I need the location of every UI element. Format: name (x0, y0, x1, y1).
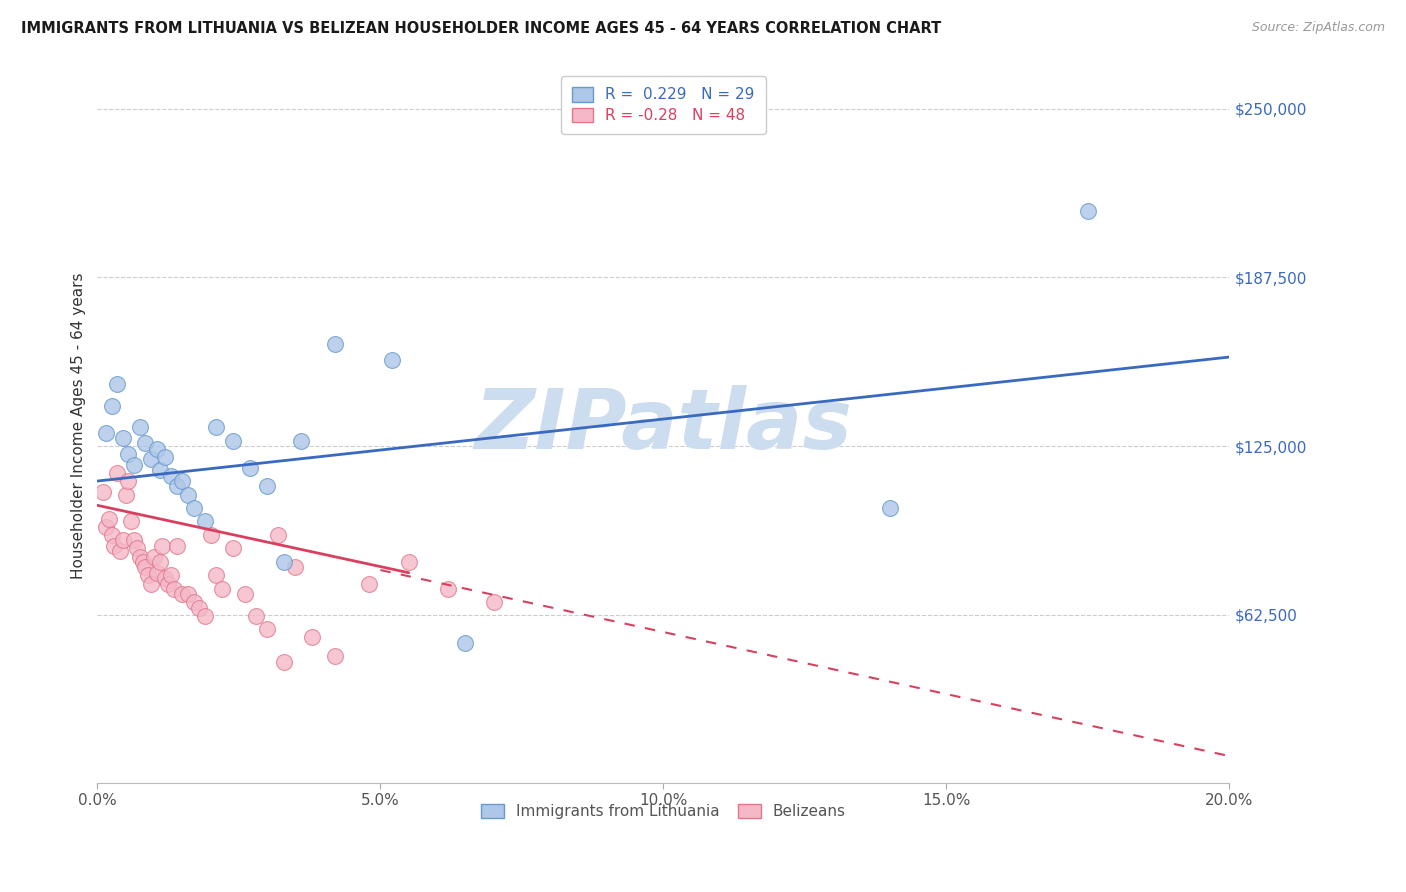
Point (301, 631, 323, 645)
Point (111, 533, 134, 548)
Point (125, 541, 148, 556)
Point (149, 555, 172, 569)
Point (128, 549, 150, 564)
Point (139, 576, 162, 591)
Point (172, 587, 194, 601)
Point (194, 608, 217, 623)
Point (188, 600, 211, 615)
Point (103, 539, 125, 553)
Point (381, 352, 404, 367)
Point (134, 436, 156, 450)
Point (128, 420, 150, 434)
Point (100, 399, 122, 413)
Text: IMMIGRANTS FROM LITHUANIA VS BELIZEAN HOUSEHOLDER INCOME AGES 45 - 64 YEARS CORR: IMMIGRANTS FROM LITHUANIA VS BELIZEAN HO… (21, 21, 942, 36)
Point (120, 515, 142, 529)
Point (239, 460, 262, 475)
Point (879, 501, 901, 516)
Point (131, 555, 153, 569)
Point (245, 608, 267, 623)
Point (273, 655, 295, 669)
Point (205, 568, 228, 582)
Point (146, 566, 169, 580)
Point (194, 515, 217, 529)
Point (398, 555, 420, 569)
Point (139, 452, 162, 467)
Point (152, 539, 174, 553)
Point (437, 582, 460, 596)
Point (284, 560, 307, 574)
Point (142, 549, 165, 564)
Point (1077, 204, 1099, 219)
Point (100, 528, 122, 542)
Point (267, 528, 290, 542)
Point (163, 582, 186, 596)
Point (205, 420, 228, 434)
Point (273, 555, 295, 569)
Point (323, 336, 346, 351)
Point (149, 463, 172, 477)
Point (122, 533, 145, 548)
Point (233, 587, 256, 601)
Point (256, 479, 278, 493)
Point (134, 560, 156, 574)
Point (166, 479, 188, 493)
Point (155, 450, 177, 464)
Point (155, 571, 177, 585)
Point (200, 528, 222, 542)
Text: ZIPatlas: ZIPatlas (474, 385, 852, 467)
Point (183, 501, 205, 516)
Point (166, 539, 188, 553)
Point (117, 447, 139, 461)
Point (94, 520, 117, 534)
Point (122, 458, 145, 472)
Y-axis label: Householder Income Ages 45 - 64 years: Householder Income Ages 45 - 64 years (72, 273, 86, 579)
Point (357, 576, 380, 591)
Point (177, 587, 200, 601)
Point (454, 636, 477, 650)
Point (108, 544, 131, 558)
Point (222, 541, 245, 556)
Point (160, 468, 183, 483)
Point (146, 442, 169, 456)
Point (160, 568, 183, 582)
Point (323, 649, 346, 664)
Point (111, 431, 134, 445)
Point (256, 623, 278, 637)
Text: Source: ZipAtlas.com: Source: ZipAtlas.com (1251, 21, 1385, 34)
Point (172, 474, 194, 488)
Point (290, 434, 312, 448)
Point (105, 466, 128, 480)
Legend: Immigrants from Lithuania, Belizeans: Immigrants from Lithuania, Belizeans (475, 797, 852, 825)
Point (105, 376, 128, 391)
Point (157, 576, 180, 591)
Point (94, 425, 117, 440)
Point (97, 512, 120, 526)
Point (183, 595, 205, 609)
Point (117, 474, 139, 488)
Point (211, 582, 233, 596)
Point (91, 484, 114, 499)
Point (482, 595, 505, 609)
Point (136, 568, 159, 582)
Point (114, 487, 136, 501)
Point (177, 487, 200, 501)
Point (222, 434, 245, 448)
